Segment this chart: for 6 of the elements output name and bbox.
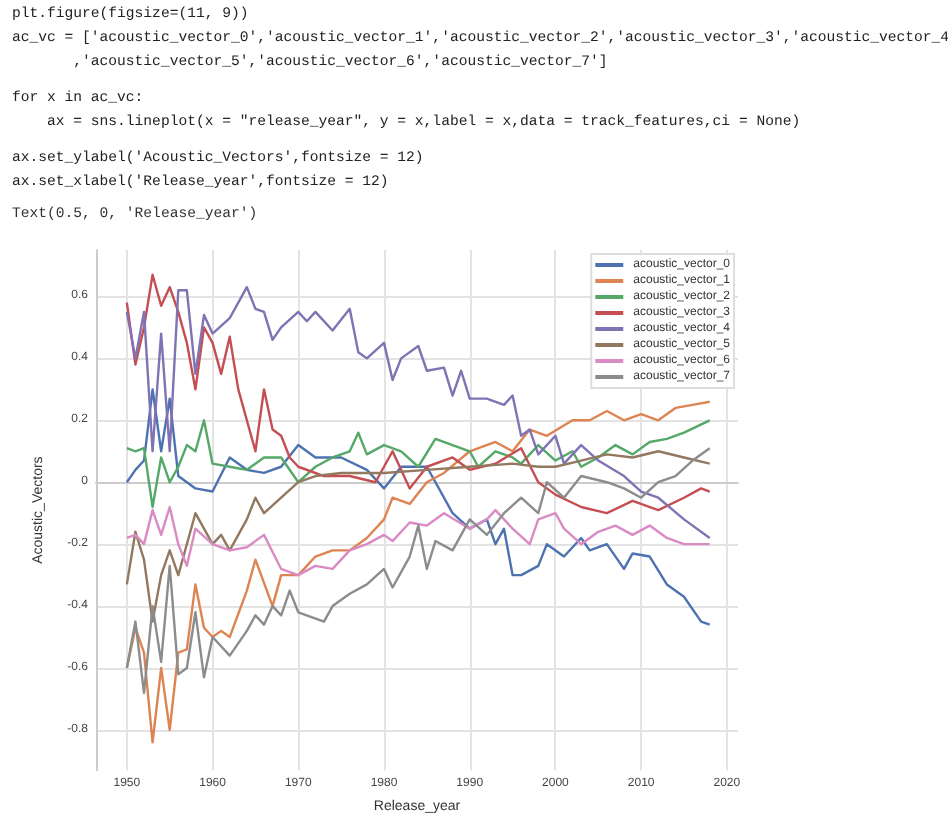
line-series: [125, 505, 711, 577]
line-series: [125, 446, 711, 694]
line-series: [125, 388, 711, 626]
line-series: [125, 400, 711, 744]
line-series: [125, 419, 711, 509]
line-series: [125, 450, 711, 623]
